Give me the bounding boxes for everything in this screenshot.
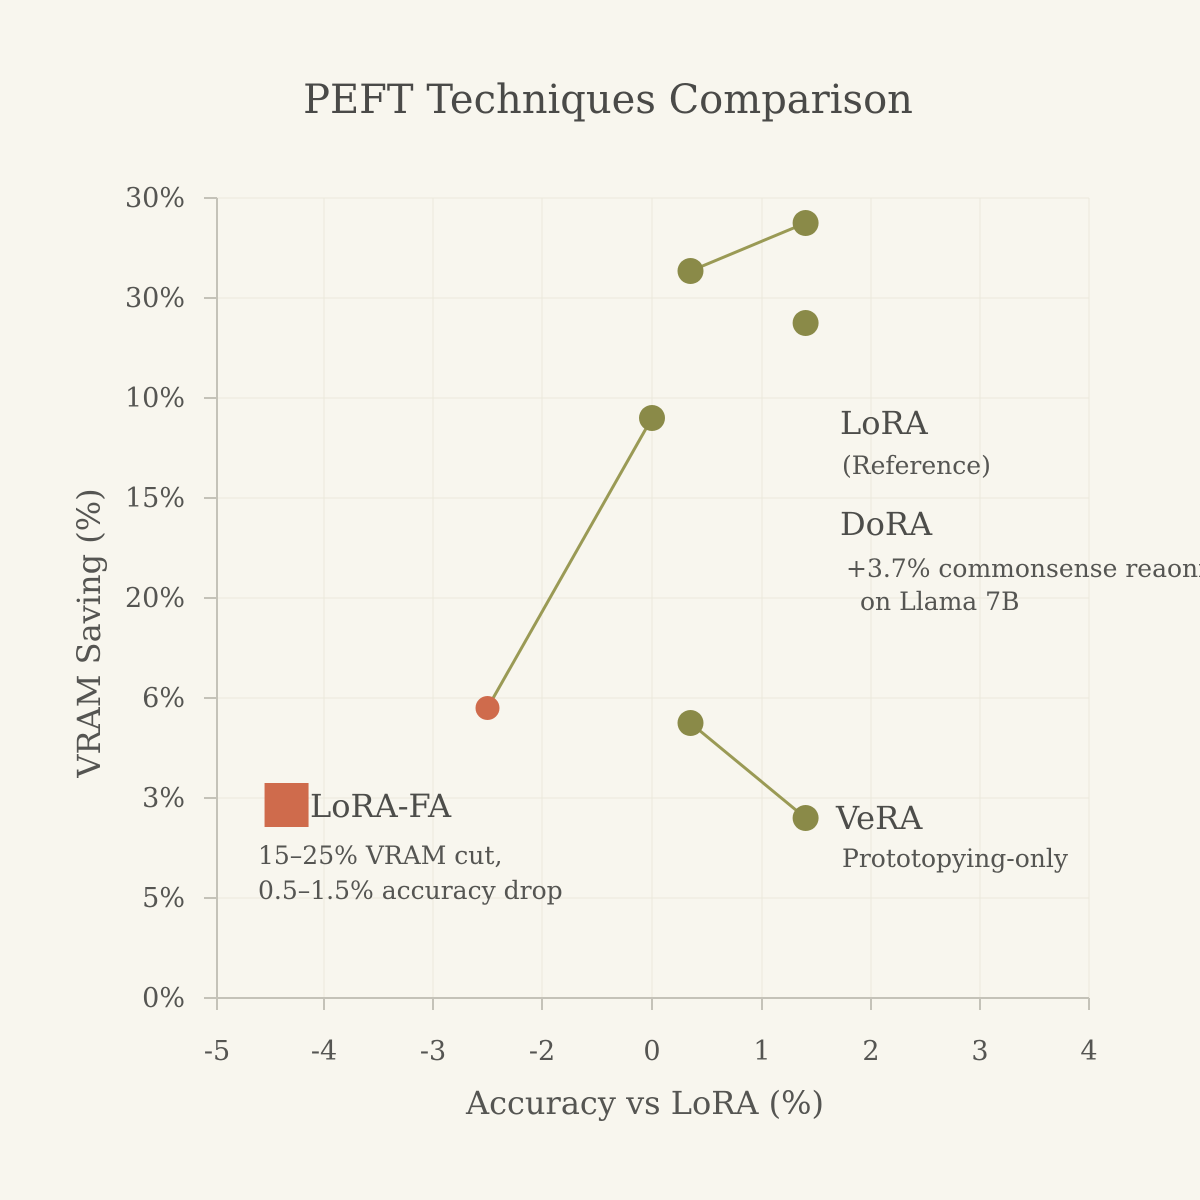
point-marker-lora-fa-marker [264,783,309,827]
x-tick-label: 1 [753,1036,770,1067]
y-tick-label: 15% [125,483,185,514]
connector-line [486,417,654,709]
x-tick-label: -5 [204,1036,230,1067]
y-axis-label: VRAM Saving (%) [70,488,108,778]
point-marker-vera-start [677,710,704,736]
x-tick-label: -2 [529,1036,555,1067]
x-axis-label: Accuracy vs LoRA (%) [465,1084,824,1122]
x-tick-label: -4 [311,1036,337,1067]
point-marker-dora [792,310,819,336]
y-tick-label: 10% [125,383,185,414]
chart-title: PEFT Techniques Comparison [303,77,913,123]
x-tick-label: 2 [862,1036,879,1067]
y-tick-label: 6% [142,683,185,714]
y-tick-label: 5% [142,883,185,914]
connector-line [689,721,807,820]
y-tick-label: 20% [125,583,185,614]
point-label-vera: VeRA [835,799,923,837]
x-tick-label: 3 [971,1036,988,1067]
point-label-dora: DoRA [840,505,933,543]
point-marker-lora [792,210,819,236]
y-tick-label: 30% [125,283,185,314]
x-tick-label: -3 [420,1036,446,1067]
y-tick-label: 0% [142,983,185,1014]
point-marker-lora-start [677,258,704,284]
point-note-dora: +3.7% commonsense reaoning [846,554,1200,583]
point-note-lora: (Reference) [842,451,991,480]
point-note-lora-fa-marker: 0.5–1.5% accuracy drop [258,876,563,905]
point-note-vera: Prototopying-only [842,844,1069,873]
y-tick-label: 30% [125,183,185,214]
connector-line [689,221,807,273]
y-tick-label: 3% [142,783,185,814]
point-note-dora: on Llama 7B [860,587,1019,616]
x-tick-label: 0 [643,1036,660,1067]
x-tick-label: 4 [1080,1036,1097,1067]
point-label-lora: LoRA [840,404,929,442]
point-marker-vera [792,805,819,831]
point-label-lora-fa-marker: LoRA-FA [310,787,452,825]
point-note-lora-fa-marker: 15–25% VRAM cut, [258,841,502,870]
point-marker-mid-point [639,405,665,431]
point-marker-lora-fa-point [475,696,500,720]
